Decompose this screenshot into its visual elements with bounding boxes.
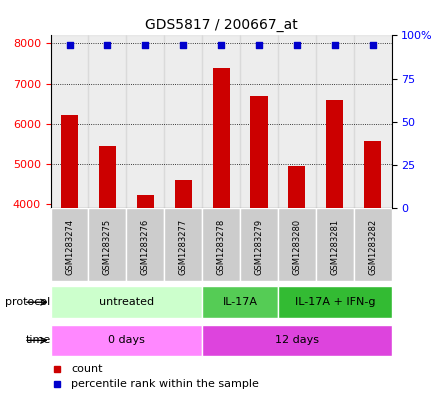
Bar bbox=[202, 35, 240, 208]
Text: GSM1283281: GSM1283281 bbox=[330, 219, 339, 275]
Point bbox=[218, 42, 225, 49]
Bar bbox=[61, 115, 78, 208]
Bar bbox=[126, 208, 164, 281]
Text: time: time bbox=[26, 335, 51, 345]
Bar bbox=[213, 68, 230, 208]
Bar bbox=[354, 35, 392, 208]
Bar bbox=[354, 208, 392, 281]
Bar bbox=[99, 146, 116, 208]
Bar bbox=[51, 286, 202, 318]
Text: IL-17A: IL-17A bbox=[223, 297, 257, 307]
Bar bbox=[240, 208, 278, 281]
Bar bbox=[175, 180, 192, 208]
Bar bbox=[202, 325, 392, 356]
Text: untreated: untreated bbox=[99, 297, 154, 307]
Point bbox=[256, 42, 263, 49]
Text: percentile rank within the sample: percentile rank within the sample bbox=[71, 378, 259, 389]
Bar bbox=[202, 208, 240, 281]
Bar bbox=[240, 35, 278, 208]
Bar bbox=[316, 35, 354, 208]
Point bbox=[331, 42, 338, 49]
Bar bbox=[364, 141, 381, 208]
Bar bbox=[278, 286, 392, 318]
Text: GSM1283279: GSM1283279 bbox=[254, 219, 264, 275]
Point bbox=[369, 42, 376, 49]
Bar bbox=[51, 325, 202, 356]
Title: GDS5817 / 200667_at: GDS5817 / 200667_at bbox=[145, 18, 297, 31]
Point bbox=[293, 42, 301, 49]
Bar bbox=[326, 100, 343, 208]
Text: GSM1283278: GSM1283278 bbox=[216, 219, 226, 275]
Text: GSM1283275: GSM1283275 bbox=[103, 219, 112, 275]
Bar bbox=[316, 208, 354, 281]
Point bbox=[180, 42, 187, 49]
Bar bbox=[88, 35, 126, 208]
Bar bbox=[202, 286, 278, 318]
Bar bbox=[164, 208, 202, 281]
Text: GSM1283277: GSM1283277 bbox=[179, 219, 188, 275]
Text: 12 days: 12 days bbox=[275, 335, 319, 345]
Text: GSM1283276: GSM1283276 bbox=[141, 219, 150, 275]
Bar bbox=[126, 35, 164, 208]
Point bbox=[142, 42, 149, 49]
Bar bbox=[51, 208, 88, 281]
Bar bbox=[137, 195, 154, 208]
Text: protocol: protocol bbox=[5, 297, 51, 307]
Text: GSM1283282: GSM1283282 bbox=[368, 219, 377, 275]
Bar bbox=[164, 35, 202, 208]
Bar bbox=[278, 35, 316, 208]
Bar bbox=[88, 208, 126, 281]
Bar bbox=[51, 35, 88, 208]
Bar bbox=[278, 208, 316, 281]
Text: IL-17A + IFN-g: IL-17A + IFN-g bbox=[294, 297, 375, 307]
Text: count: count bbox=[71, 364, 103, 374]
Point bbox=[104, 42, 111, 49]
Bar bbox=[250, 95, 268, 208]
Point bbox=[66, 42, 73, 49]
Text: GSM1283274: GSM1283274 bbox=[65, 219, 74, 275]
Text: GSM1283280: GSM1283280 bbox=[292, 219, 301, 275]
Text: 0 days: 0 days bbox=[108, 335, 145, 345]
Bar bbox=[288, 166, 305, 208]
